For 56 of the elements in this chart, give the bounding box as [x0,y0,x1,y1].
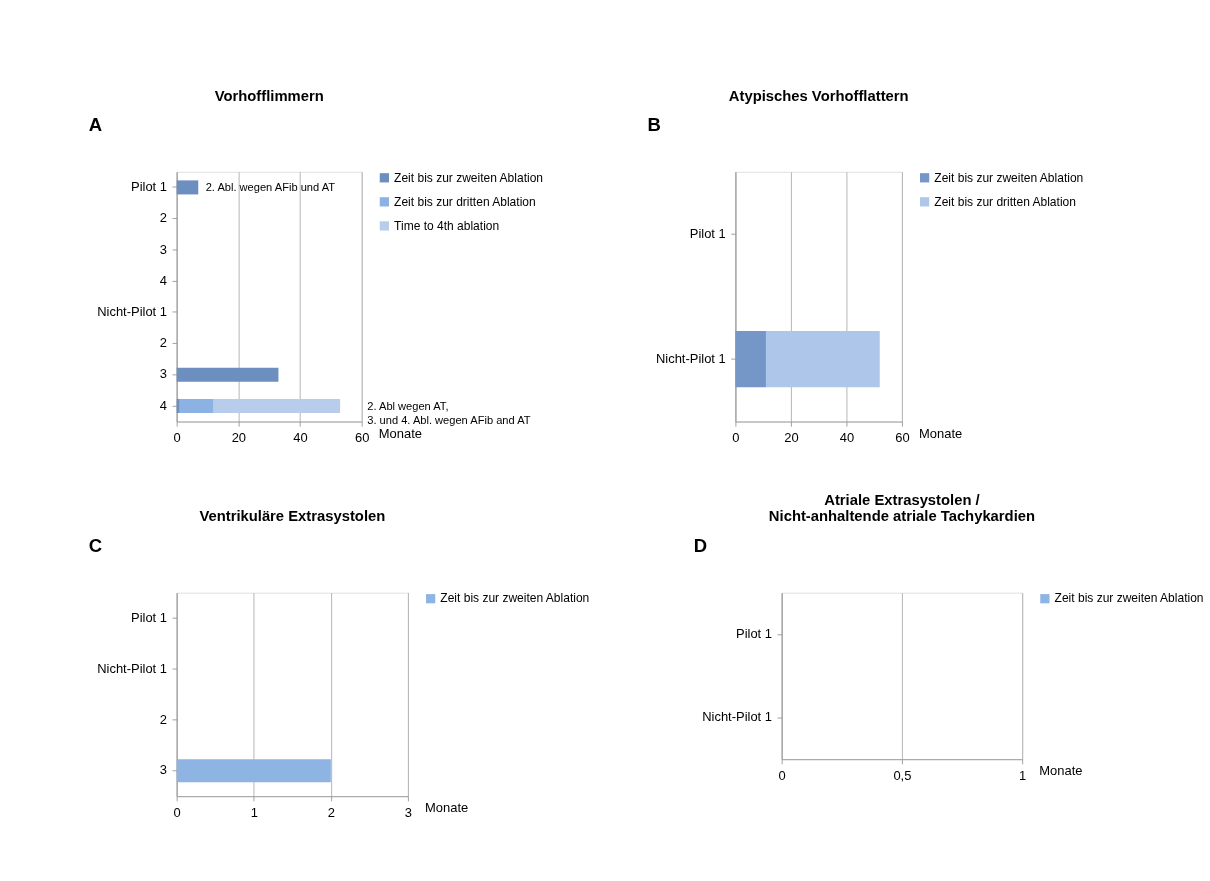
legend-label: Zeit bis zur zweiten Ablation [934,170,1084,185]
x-tick-label: 40 [293,430,308,446]
legend-label: Zeit bis zur zweiten Ablation [440,591,590,606]
y-tick-label: 3 [159,366,167,382]
y-tick-label: Nicht-Pilot 1 [655,350,726,366]
x-axis-title: Monate [1039,763,1083,779]
y-tick-label: 3 [159,241,167,257]
bar [179,398,214,413]
bar [176,398,180,413]
text: C [88,535,103,556]
x-axis-title: Monate [425,800,469,816]
x-tick-label: 1 [250,805,258,821]
text: A [88,114,103,136]
legend-label: Zeit bis zur zweiten Ablation [1054,591,1204,606]
x-axis-title: Monate [378,425,422,441]
y-tick-label: Nicht-Pilot 1 [97,303,167,319]
x-tick-label: 3 [404,805,413,821]
x-tick-label: 60 [354,430,370,446]
chart-title: Atriale Extrasystolen / Nicht-anhaltende atriale Tachykardien [768,491,1036,525]
x-tick-label: 2 [327,805,335,821]
y-tick-label: 4 [159,397,167,413]
y-tick-label: 2 [159,210,167,226]
x-tick-label: 1 [1019,768,1027,784]
legend-label: Time to 4th ablation [394,218,500,233]
y-tick-label: Pilot 1 [131,179,167,195]
x-tick-label: 0 [173,430,181,446]
y-tick-label: Pilot 1 [131,609,167,625]
legend-label: Zeit bis zur dritten Ablation [934,194,1076,209]
y-tick-label: Nicht-Pilot 1 [97,660,167,676]
y-tick-label: Pilot 1 [736,626,772,642]
legend-label: Zeit bis zur zweiten Ablation [394,170,544,185]
x-tick-label: 20 [784,430,799,446]
y-tick-label: Nicht-Pilot 1 [702,709,772,725]
x-tick-label: 20 [231,430,247,446]
x-tick-label: 0 [778,768,786,784]
x-tick-label: 60 [895,430,910,446]
bar [176,367,279,382]
y-tick-label: Pilot 1 [689,225,726,241]
chart-title: Ventrikuläre Extrasystolen [199,508,386,525]
y-tick-label: 2 [159,335,167,351]
chart-title: Vorhofflimmern [214,87,324,104]
text: D [693,535,708,556]
y-tick-label: 2 [159,711,167,727]
y-tick-label: 4 [159,272,167,288]
legend-label: Zeit bis zur dritten Ablation [394,194,536,209]
chart-title: Atypisches Vorhofflattern [728,87,909,104]
x-axis-title: Monate [919,425,963,441]
x-tick-label: 0 [173,805,181,821]
x-tick-label: 40 [839,430,855,446]
x-tick-label: 0 [732,430,740,446]
text: 2. Abl wegen AT, 3. und 4. Abl. wegen AFib and AT [367,399,531,427]
annotation: 2. Abl. wegen AFib und AT [205,181,336,194]
bar [213,398,341,413]
bar [176,180,199,195]
text: B [647,114,661,136]
x-tick-label: 0,5 [893,768,912,784]
